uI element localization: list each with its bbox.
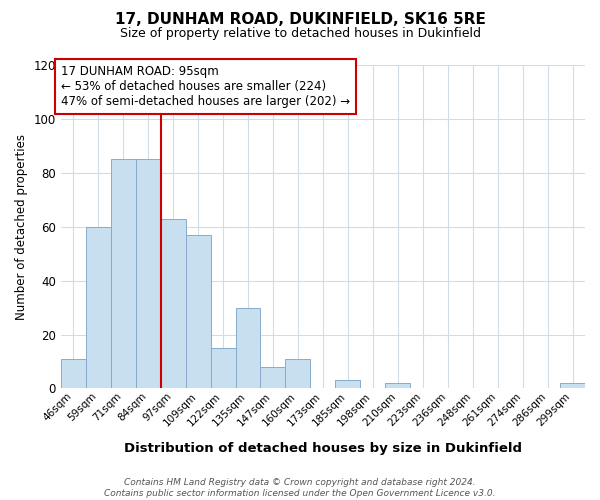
X-axis label: Distribution of detached houses by size in Dukinfield: Distribution of detached houses by size … xyxy=(124,442,522,455)
Bar xyxy=(111,160,136,388)
Bar xyxy=(260,367,286,388)
Bar xyxy=(385,383,410,388)
Text: 17 DUNHAM ROAD: 95sqm
← 53% of detached houses are smaller (224)
47% of semi-det: 17 DUNHAM ROAD: 95sqm ← 53% of detached … xyxy=(61,65,350,108)
Text: Size of property relative to detached houses in Dukinfield: Size of property relative to detached ho… xyxy=(119,28,481,40)
Bar xyxy=(286,359,310,388)
Y-axis label: Number of detached properties: Number of detached properties xyxy=(15,134,28,320)
Bar xyxy=(335,380,361,388)
Bar xyxy=(86,226,111,388)
Bar xyxy=(136,160,161,388)
Bar xyxy=(61,359,86,388)
Text: Contains HM Land Registry data © Crown copyright and database right 2024.
Contai: Contains HM Land Registry data © Crown c… xyxy=(104,478,496,498)
Bar xyxy=(560,383,585,388)
Bar xyxy=(161,218,185,388)
Bar xyxy=(236,308,260,388)
Bar xyxy=(211,348,236,389)
Bar xyxy=(185,235,211,388)
Text: 17, DUNHAM ROAD, DUKINFIELD, SK16 5RE: 17, DUNHAM ROAD, DUKINFIELD, SK16 5RE xyxy=(115,12,485,28)
